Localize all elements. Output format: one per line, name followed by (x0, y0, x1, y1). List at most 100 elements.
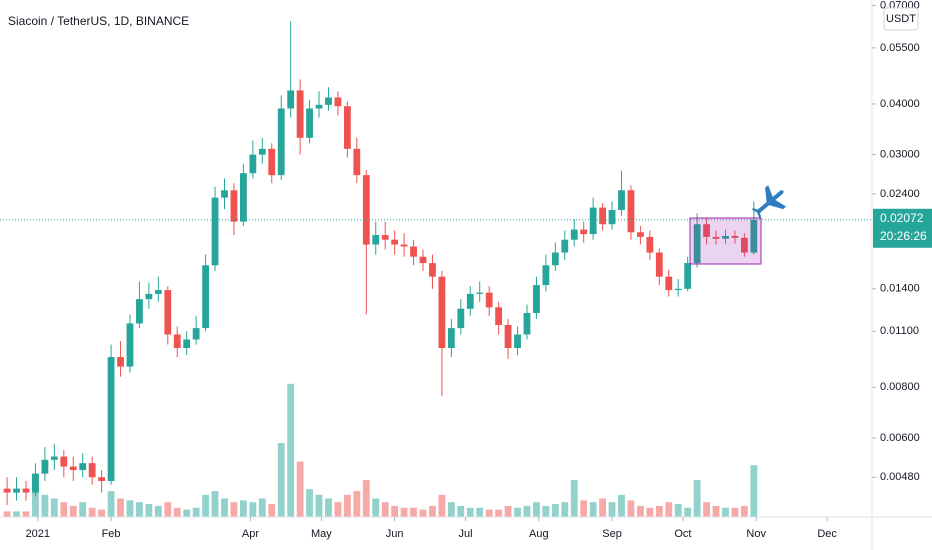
volume-bar (684, 507, 692, 517)
candle-body (154, 290, 162, 294)
candle-body (731, 235, 739, 238)
candle-body (69, 466, 77, 471)
volume-bar (665, 502, 673, 517)
axes: 0.07000 0.05500 0.04000 0.03000 0.02400 0.014… (26, 0, 932, 540)
volume-bar (240, 500, 247, 517)
candle-body (712, 236, 720, 239)
y-tick-label: 0.00480 (880, 471, 920, 483)
y-tick-label: 0.02400 (880, 188, 920, 200)
volume-bar (315, 494, 323, 517)
volume-bar (258, 498, 266, 517)
candle-body (50, 456, 58, 460)
candle-body (655, 252, 663, 277)
candle-body (391, 239, 399, 245)
volume-bar (343, 494, 351, 517)
volume-bar (655, 505, 663, 517)
volume-bar (703, 502, 710, 517)
volume-bar (551, 504, 559, 517)
candle-body (410, 246, 417, 257)
volume-bar (221, 498, 228, 517)
candle-body (693, 224, 701, 264)
candle-body (136, 299, 143, 324)
candle-body (618, 190, 625, 211)
x-tick-label: 2021 (26, 528, 50, 540)
candle-body (400, 244, 408, 247)
candle-body (325, 97, 332, 105)
volume-bar (202, 494, 209, 517)
candle-body (495, 307, 503, 325)
volume-bar (117, 498, 124, 517)
candle-body (334, 97, 342, 107)
volume-bar (230, 502, 238, 517)
candle-body (504, 324, 512, 349)
candle-body (674, 288, 682, 291)
x-tick-label: Sep (602, 528, 622, 540)
volume-layer (3, 383, 758, 517)
candle-body (296, 90, 304, 138)
candle-body (343, 106, 351, 149)
volume-bar (608, 502, 616, 517)
candle-body (514, 334, 521, 349)
candle-body (362, 175, 370, 245)
candle-body (722, 235, 729, 239)
volume-bar (391, 505, 399, 517)
y-tick-label: 0.04000 (880, 98, 920, 110)
x-tick-label: Jul (459, 528, 473, 540)
candle-body (192, 328, 200, 340)
candle-body (608, 210, 616, 225)
candle-body (372, 235, 380, 245)
candle-body (429, 263, 436, 277)
volume-bar (173, 507, 181, 517)
candle-body (126, 323, 134, 367)
candle-body (98, 477, 106, 481)
last-price-box (873, 208, 932, 248)
volume-bar (145, 504, 153, 517)
currency-box[interactable] (883, 7, 919, 31)
candle-body (523, 313, 531, 335)
y-tick-label: 0.05500 (880, 42, 920, 54)
y-tick-label: 0.03000 (880, 149, 920, 161)
y-tick-label: 0.00800 (880, 381, 920, 393)
candle-body (646, 236, 654, 253)
volume-bar (154, 505, 162, 517)
candle-body (211, 197, 219, 266)
volume-bar (429, 505, 436, 517)
volume-bar (41, 494, 49, 517)
candle-body (60, 456, 68, 467)
volume-bar (722, 507, 729, 517)
volume-bar (3, 511, 11, 517)
volume-bar (88, 507, 96, 517)
volume-bar (211, 491, 219, 517)
candle-body (164, 290, 172, 335)
y-tick-label: 0.07000 (880, 0, 920, 11)
volume-bar (410, 507, 417, 517)
candle-body (258, 148, 266, 155)
candle-body (32, 473, 39, 493)
x-tick-label: Dec (817, 528, 837, 540)
candle-body (561, 239, 569, 253)
x-tick-label: Apr (242, 528, 259, 540)
candle-body (419, 256, 427, 264)
candle-body (230, 190, 238, 222)
candle-layer (0, 21, 872, 506)
volume-bar (533, 502, 540, 517)
volume-bar (126, 500, 134, 517)
candle-body (22, 488, 30, 493)
y-tick-label: 0.01400 (880, 283, 920, 295)
volume-bar (249, 502, 257, 517)
volume-bar (136, 502, 143, 517)
volume-bar (599, 498, 607, 517)
candle-body (627, 190, 635, 233)
volume-bar (740, 505, 748, 517)
candle-body (117, 357, 124, 367)
volume-bar (580, 500, 588, 517)
volume-bar (561, 502, 569, 517)
volume-bar (523, 505, 531, 517)
currency-label[interactable]: USDT (886, 13, 916, 25)
x-tick-label: Nov (746, 528, 766, 540)
candle-body (353, 148, 361, 176)
candle-body (306, 108, 313, 138)
volume-bar (192, 507, 200, 517)
volume-bar (32, 480, 39, 517)
